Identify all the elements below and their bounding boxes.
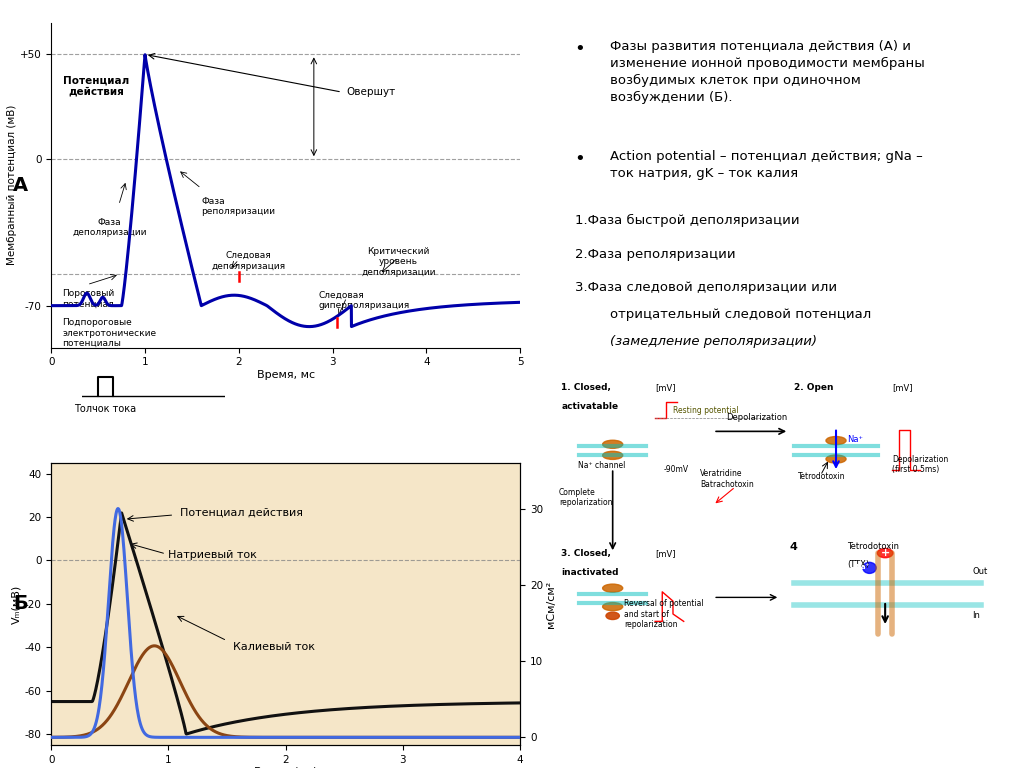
Y-axis label: Vₘ(мВ): Vₘ(мВ) <box>12 584 22 624</box>
Text: Натриевый ток: Натриевый ток <box>169 551 257 561</box>
Text: 2. Open: 2. Open <box>794 383 834 392</box>
Text: Следовая
деполяризация: Следовая деполяризация <box>211 251 286 270</box>
Text: In: In <box>972 611 980 621</box>
Y-axis label: мСм/см²: мСм/см² <box>546 581 556 627</box>
X-axis label: Время, мс: Время, мс <box>257 370 314 380</box>
Text: Out: Out <box>972 567 987 576</box>
Text: Потенциал
действия: Потенциал действия <box>63 75 129 97</box>
Text: Потенциал действия: Потенциал действия <box>180 508 303 518</box>
Text: Фазы развития потенциала действия (А) и
изменение ионной проводимости мембраны
в: Фазы развития потенциала действия (А) и … <box>610 40 926 104</box>
Ellipse shape <box>863 562 877 574</box>
Text: +: + <box>881 548 890 558</box>
Text: Б: Б <box>13 594 28 614</box>
Ellipse shape <box>878 548 893 558</box>
Text: 3. Closed,: 3. Closed, <box>561 549 611 558</box>
Text: Depolarization: Depolarization <box>727 413 787 422</box>
Text: Толчок тока: Толчок тока <box>74 404 136 414</box>
Text: 4: 4 <box>790 542 797 552</box>
Text: 3.Фаза следовой деполяризации или: 3.Фаза следовой деполяризации или <box>574 281 837 294</box>
Text: inactivated: inactivated <box>561 568 618 577</box>
Bar <box>51 463 520 745</box>
Text: (TTX): (TTX) <box>847 561 869 570</box>
Text: А: А <box>13 176 28 195</box>
Text: Resting potential: Resting potential <box>673 406 738 415</box>
Text: Пороговый
потенциал: Пороговый потенциал <box>62 289 115 308</box>
Text: (замедление реполяризации): (замедление реполяризации) <box>593 335 816 348</box>
Text: •: • <box>574 40 586 58</box>
Text: 1. Closed,: 1. Closed, <box>561 383 611 392</box>
Text: Подпороговые
электротонические
потенциалы: Подпороговые электротонические потенциал… <box>62 318 157 348</box>
Text: Complete
repolarization: Complete repolarization <box>559 488 612 507</box>
Text: •: • <box>574 151 586 168</box>
Text: activatable: activatable <box>561 402 618 411</box>
Text: Na⁺: Na⁺ <box>856 564 870 570</box>
Text: Depolarization
(first 0.5ms): Depolarization (first 0.5ms) <box>892 455 948 474</box>
Text: Reversal of potential
and start of
repolarization: Reversal of potential and start of repol… <box>624 599 703 629</box>
Text: -90mV: -90mV <box>664 465 689 474</box>
Text: Фаза
деполяризации: Фаза деполяризации <box>72 218 146 237</box>
Ellipse shape <box>603 452 623 459</box>
Text: Tetrodotoxin: Tetrodotoxin <box>847 542 899 551</box>
Text: [mV]: [mV] <box>655 383 676 392</box>
Ellipse shape <box>603 603 623 611</box>
Text: Овершут: Овершут <box>347 87 396 97</box>
Text: отрицательный следовой потенциал: отрицательный следовой потенциал <box>593 308 870 321</box>
Ellipse shape <box>603 440 623 449</box>
Ellipse shape <box>603 584 623 592</box>
Text: Tetrodotoxin: Tetrodotoxin <box>798 472 846 482</box>
Text: 1.Фаза быстрой деполяризации: 1.Фаза быстрой деполяризации <box>574 214 800 227</box>
Text: Калиевый ток: Калиевый ток <box>232 642 315 652</box>
Ellipse shape <box>826 455 846 463</box>
Y-axis label: Мембранный потенциал (мВ): Мембранный потенциал (мВ) <box>7 105 17 266</box>
Text: Na⁺ channel: Na⁺ channel <box>578 462 626 470</box>
Text: Veratridine
Batrachotoxin: Veratridine Batrachotoxin <box>699 469 754 488</box>
Text: Фаза
реполяризации: Фаза реполяризации <box>202 197 275 217</box>
Ellipse shape <box>826 436 846 445</box>
Text: 2.Фаза реполяризации: 2.Фаза реполяризации <box>574 248 735 261</box>
Text: Следовая
gиперполяризация: Следовая gиперполяризация <box>318 291 410 310</box>
Ellipse shape <box>606 612 620 620</box>
Text: Критический
уровень
деполяризации: Критический уровень деполяризации <box>361 247 435 276</box>
Text: [mV]: [mV] <box>655 549 676 558</box>
Text: [mV]: [mV] <box>892 383 912 392</box>
Text: Action potential – потенциал действия; gNa –
ток натрия, gK – ток калия: Action potential – потенциал действия; g… <box>610 151 924 180</box>
Text: Na⁺: Na⁺ <box>847 435 863 445</box>
